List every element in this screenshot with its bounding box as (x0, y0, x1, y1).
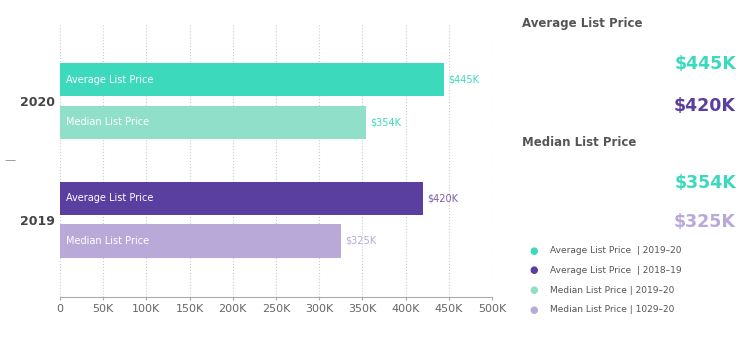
Text: $354K: $354K (370, 117, 401, 127)
Bar (60, 106, 366, 139)
Text: $445K: $445K (674, 55, 736, 73)
Bar (60, 224, 341, 257)
Text: Average List Price: Average List Price (66, 193, 153, 203)
Text: $325K: $325K (674, 213, 736, 231)
Text: ●: ● (529, 285, 538, 295)
Text: Average List Price: Average List Price (66, 75, 153, 85)
Text: Median List Price: Median List Price (522, 136, 636, 149)
Text: $354K: $354K (674, 174, 736, 192)
Bar (60, 63, 445, 96)
Text: Median List Price: Median List Price (66, 236, 149, 246)
Text: Median List Price: Median List Price (66, 117, 149, 127)
Text: Average List Price  | 2018–19: Average List Price | 2018–19 (550, 266, 682, 275)
Bar (60, 182, 423, 215)
Text: $420K: $420K (427, 193, 458, 203)
Text: Median List Price | 2019–20: Median List Price | 2019–20 (550, 286, 675, 295)
Text: $325K: $325K (345, 236, 376, 246)
Text: Average List Price: Average List Price (522, 17, 642, 30)
Text: $420K: $420K (674, 97, 736, 115)
Text: Average List Price  | 2019–20: Average List Price | 2019–20 (550, 246, 682, 255)
Text: —: — (5, 155, 16, 165)
Text: ●: ● (529, 265, 538, 276)
Text: Median List Price | 1029–20: Median List Price | 1029–20 (550, 306, 675, 314)
Text: ●: ● (529, 305, 538, 315)
Text: $445K: $445K (448, 75, 480, 85)
Text: ●: ● (529, 246, 538, 256)
